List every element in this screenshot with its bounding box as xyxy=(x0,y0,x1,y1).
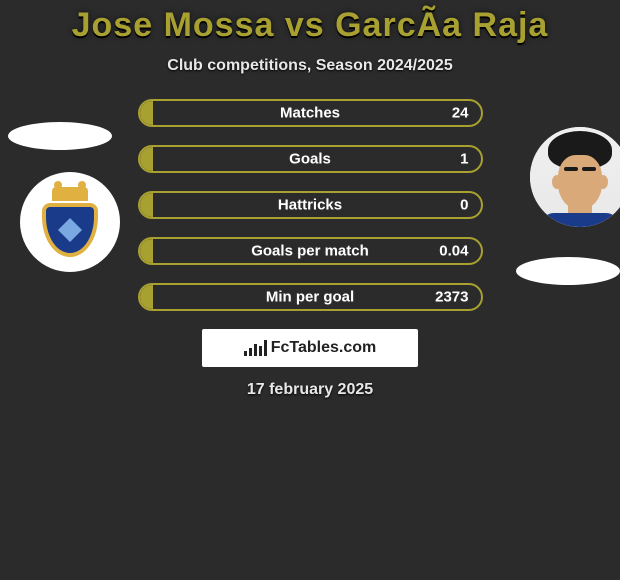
stat-value: 1 xyxy=(460,151,468,168)
stat-fill xyxy=(140,101,154,125)
player-right-avatar xyxy=(530,127,620,227)
stat-label: Goals xyxy=(289,151,331,168)
source-logo-text: FcTables.com xyxy=(271,339,377,357)
chart-icon xyxy=(244,340,267,356)
stat-value: 24 xyxy=(452,105,469,122)
stat-value: 0.04 xyxy=(439,243,468,260)
player-face-icon xyxy=(530,127,620,227)
page-title: Jose Mossa vs GarcÃ­a Raja xyxy=(0,0,620,45)
stat-row-min-per-goal: Min per goal 2373 xyxy=(138,283,483,311)
shield-inner-icon xyxy=(58,218,82,242)
stat-fill xyxy=(140,285,154,309)
shield-icon xyxy=(42,203,98,257)
stat-fill xyxy=(140,193,154,217)
stat-row-matches: Matches 24 xyxy=(138,99,483,127)
subtitle: Club competitions, Season 2024/2025 xyxy=(0,57,620,75)
stat-value: 2373 xyxy=(435,289,468,306)
stat-row-goals-per-match: Goals per match 0.04 xyxy=(138,237,483,265)
stats-panel: Matches 24 Goals 1 Hattricks 0 Goals per… xyxy=(138,99,483,311)
date-label: 17 february 2025 xyxy=(0,381,620,399)
stat-label: Hattricks xyxy=(278,197,342,214)
club-crest xyxy=(20,172,120,272)
stat-label: Min per goal xyxy=(266,289,354,306)
crown-icon xyxy=(52,187,88,201)
stat-label: Matches xyxy=(280,105,340,122)
player-left-shadow xyxy=(8,122,112,150)
stat-value: 0 xyxy=(460,197,468,214)
stat-fill xyxy=(140,147,154,171)
stat-row-goals: Goals 1 xyxy=(138,145,483,173)
player-right-shadow xyxy=(516,257,620,285)
source-logo: FcTables.com xyxy=(202,329,418,367)
stat-row-hattricks: Hattricks 0 xyxy=(138,191,483,219)
player-left-avatar xyxy=(20,172,120,272)
stat-label: Goals per match xyxy=(251,243,369,260)
stat-fill xyxy=(140,239,154,263)
